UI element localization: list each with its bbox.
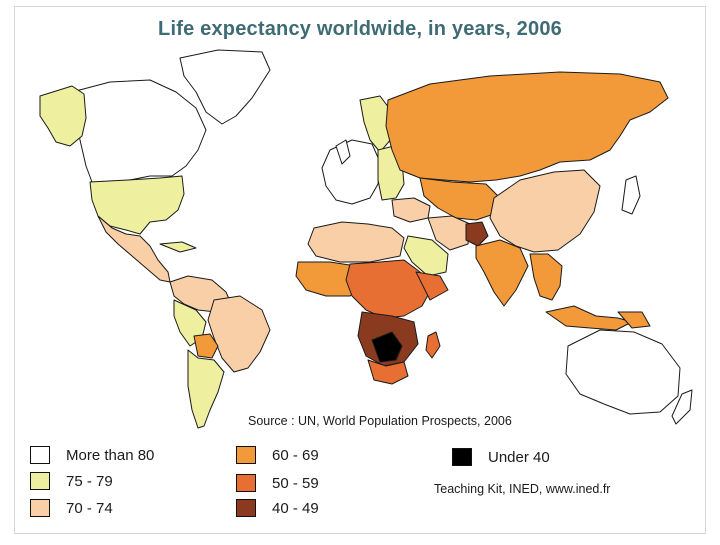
legend-item-60-69: 60 - 69 bbox=[236, 446, 319, 464]
legend-swatch bbox=[236, 446, 256, 464]
region-scandinavia bbox=[359, 95, 393, 153]
legend-swatch bbox=[30, 446, 50, 464]
legend-label: 50 - 59 bbox=[272, 474, 319, 492]
region-russia bbox=[385, 71, 669, 183]
legend-item-70-74: 70 - 74 bbox=[30, 499, 113, 517]
region-papua bbox=[617, 311, 651, 329]
legend-item-under-40: Under 40 bbox=[452, 448, 550, 466]
source-note: Source : UN, World Population Prospects,… bbox=[248, 414, 512, 428]
region-turkey bbox=[391, 197, 431, 223]
region-iran bbox=[427, 215, 471, 251]
legend-swatch bbox=[30, 472, 50, 490]
region-central-asia bbox=[419, 177, 501, 221]
region-central-africa bbox=[345, 259, 433, 319]
region-mexico bbox=[97, 215, 171, 283]
legend-label: Under 40 bbox=[488, 448, 550, 466]
legend-item-more-than-80: More than 80 bbox=[30, 446, 154, 464]
credit-note: Teaching Kit, INED, www.ined.fr bbox=[434, 482, 611, 496]
region-greenland bbox=[179, 49, 271, 125]
legend-item-40-49: 40 - 49 bbox=[236, 499, 319, 517]
region-new-zealand bbox=[671, 389, 693, 425]
map-title: Life expectancy worldwide, in years, 200… bbox=[158, 18, 562, 40]
legend-label: 75 - 79 bbox=[66, 472, 113, 490]
legend-item-75-79: 75 - 79 bbox=[30, 472, 113, 490]
region-afghanistan bbox=[465, 221, 489, 247]
region-uk bbox=[335, 139, 351, 165]
legend-label: 70 - 74 bbox=[66, 499, 113, 517]
region-southern-africa-under-40 bbox=[371, 331, 403, 363]
region-south-africa bbox=[367, 359, 409, 385]
region-southeast-asia bbox=[529, 253, 563, 301]
region-north-africa bbox=[307, 221, 405, 263]
region-brazil bbox=[207, 295, 271, 373]
legend-label: 40 - 49 bbox=[272, 499, 319, 517]
region-madagascar bbox=[425, 331, 441, 359]
legend-swatch bbox=[452, 448, 472, 466]
region-western-europe bbox=[321, 139, 381, 205]
region-bolivia bbox=[193, 333, 219, 359]
legend-swatch bbox=[236, 474, 256, 492]
region-alaska bbox=[39, 85, 87, 147]
region-indonesia bbox=[545, 305, 633, 331]
region-canada bbox=[71, 79, 207, 183]
region-australia bbox=[565, 329, 681, 415]
region-argentina bbox=[187, 349, 225, 429]
region-india bbox=[475, 239, 529, 307]
region-china bbox=[489, 169, 601, 253]
region-arabia bbox=[403, 235, 449, 277]
legend-label: 60 - 69 bbox=[272, 446, 319, 464]
legend-label: More than 80 bbox=[66, 446, 155, 464]
region-japan bbox=[621, 175, 641, 215]
region-horn-of-africa bbox=[415, 271, 449, 301]
region-caribbean bbox=[159, 241, 197, 253]
legend-swatch bbox=[30, 499, 50, 517]
legend-item-50-59: 50 - 59 bbox=[236, 474, 319, 492]
legend-swatch bbox=[236, 499, 256, 517]
